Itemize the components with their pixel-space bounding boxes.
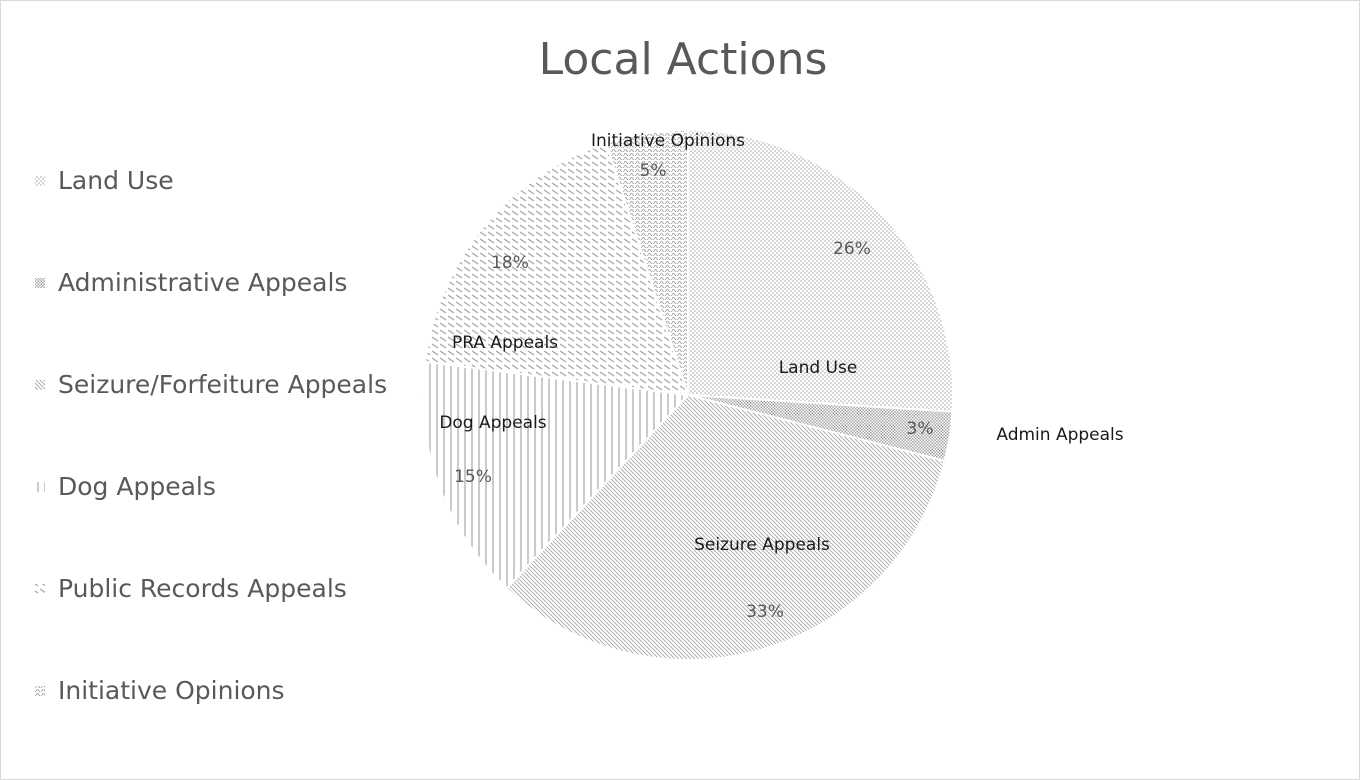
slice-label: Initiative Opinions <box>591 131 745 151</box>
pie-slice <box>505 393 946 661</box>
data-label: 26% <box>833 239 871 259</box>
slice-label: Dog Appeals <box>439 413 546 433</box>
legend-label: Dog Appeals <box>58 472 216 501</box>
slice-label: Land Use <box>779 358 858 378</box>
legend-swatch <box>35 278 45 288</box>
legend-swatch <box>35 482 45 492</box>
legend-label: Public Records Appeals <box>58 574 347 603</box>
slice-label: Admin Appeals <box>996 425 1123 445</box>
data-label: 18% <box>491 253 529 273</box>
pie-slice <box>422 360 691 590</box>
legend-label: Land Use <box>58 166 174 195</box>
legend-swatch <box>35 584 45 594</box>
pie-slice <box>687 128 954 413</box>
slice-label: PRA Appeals <box>452 333 558 353</box>
chart-title: Local Actions <box>539 34 828 85</box>
legend-label: Initiative Opinions <box>58 676 285 705</box>
pie-slice <box>423 141 690 397</box>
legend-swatch <box>35 380 45 390</box>
legend-swatch <box>35 176 45 186</box>
data-label: 15% <box>454 467 492 487</box>
data-label: 5% <box>640 161 667 181</box>
legend-label: Seizure/Forfeiture Appeals <box>58 370 387 399</box>
legend-label: Administrative Appeals <box>58 268 347 297</box>
data-label: 3% <box>907 419 934 439</box>
slice-label: Seizure Appeals <box>694 535 830 555</box>
data-label: 33% <box>746 602 784 622</box>
pie-slice <box>604 128 689 396</box>
legend-swatch <box>35 686 45 696</box>
